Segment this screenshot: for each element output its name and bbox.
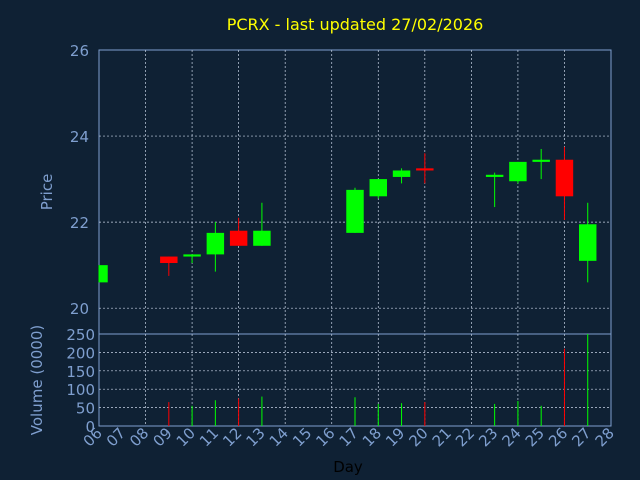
candle-body bbox=[229, 230, 248, 246]
candle-body bbox=[99, 265, 108, 283]
volume-bars bbox=[168, 334, 589, 426]
candle-body bbox=[416, 168, 434, 171]
candle-body bbox=[206, 232, 225, 255]
volume-tick-label: 250 bbox=[66, 326, 95, 344]
candle-body bbox=[509, 161, 527, 182]
candle-body bbox=[579, 224, 597, 261]
price-axis-label: Price bbox=[38, 174, 56, 211]
volume-tick-label: 100 bbox=[66, 381, 95, 399]
volume-tick-label: 0 bbox=[85, 418, 95, 436]
chart-title: PCRX - last updated 27/02/2026 bbox=[227, 15, 484, 34]
candle-body bbox=[369, 179, 387, 197]
x-axis-label: Day bbox=[333, 458, 363, 476]
price-tick-label: 24 bbox=[70, 128, 89, 146]
price-tick-label: 20 bbox=[70, 300, 89, 318]
price-tick-label: 22 bbox=[70, 214, 89, 232]
volume-tick-label: 50 bbox=[76, 400, 95, 418]
candle-body bbox=[160, 256, 178, 263]
candles bbox=[98, 146, 597, 283]
price-panel: 26 24 22 20 Price bbox=[38, 42, 612, 335]
price-y-ticks: 26 24 22 20 bbox=[70, 42, 89, 318]
volume-axis-label: Volume (0000) bbox=[28, 325, 46, 435]
candle-body bbox=[183, 254, 201, 257]
candle-body bbox=[532, 159, 550, 162]
price-tick-label: 26 bbox=[70, 42, 89, 60]
candle-body bbox=[485, 174, 504, 177]
candle-body bbox=[346, 189, 364, 233]
volume-tick-label: 200 bbox=[66, 344, 95, 362]
x-axis-ticks: 0607080910111213141516171819202122232425… bbox=[80, 424, 618, 450]
candle-body bbox=[555, 159, 574, 197]
candle-body bbox=[392, 170, 411, 177]
candle-body bbox=[253, 230, 271, 246]
volume-tick-label: 150 bbox=[66, 363, 95, 381]
